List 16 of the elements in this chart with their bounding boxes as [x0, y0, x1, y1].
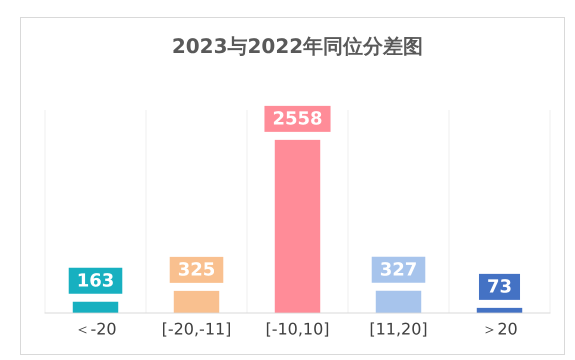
bar — [274, 140, 320, 313]
x-tick-label: [-20,-11] — [162, 320, 232, 339]
x-tick-label: ＜-20 — [74, 320, 117, 339]
bar — [376, 290, 422, 313]
bar — [72, 302, 118, 313]
chart-title: 2023与2022年同位分差图 — [172, 34, 424, 58]
data-label: 327 — [380, 259, 418, 280]
bar — [174, 290, 220, 313]
data-label: 163 — [76, 270, 114, 292]
x-tick-label: ＞20 — [481, 320, 518, 339]
bar — [476, 308, 522, 313]
x-tick-label: [11,20] — [369, 320, 428, 339]
x-tick-label: [-10,10] — [265, 320, 330, 339]
data-label: 73 — [486, 276, 512, 298]
data-label: 2558 — [272, 108, 323, 130]
data-label: 325 — [178, 260, 216, 280]
